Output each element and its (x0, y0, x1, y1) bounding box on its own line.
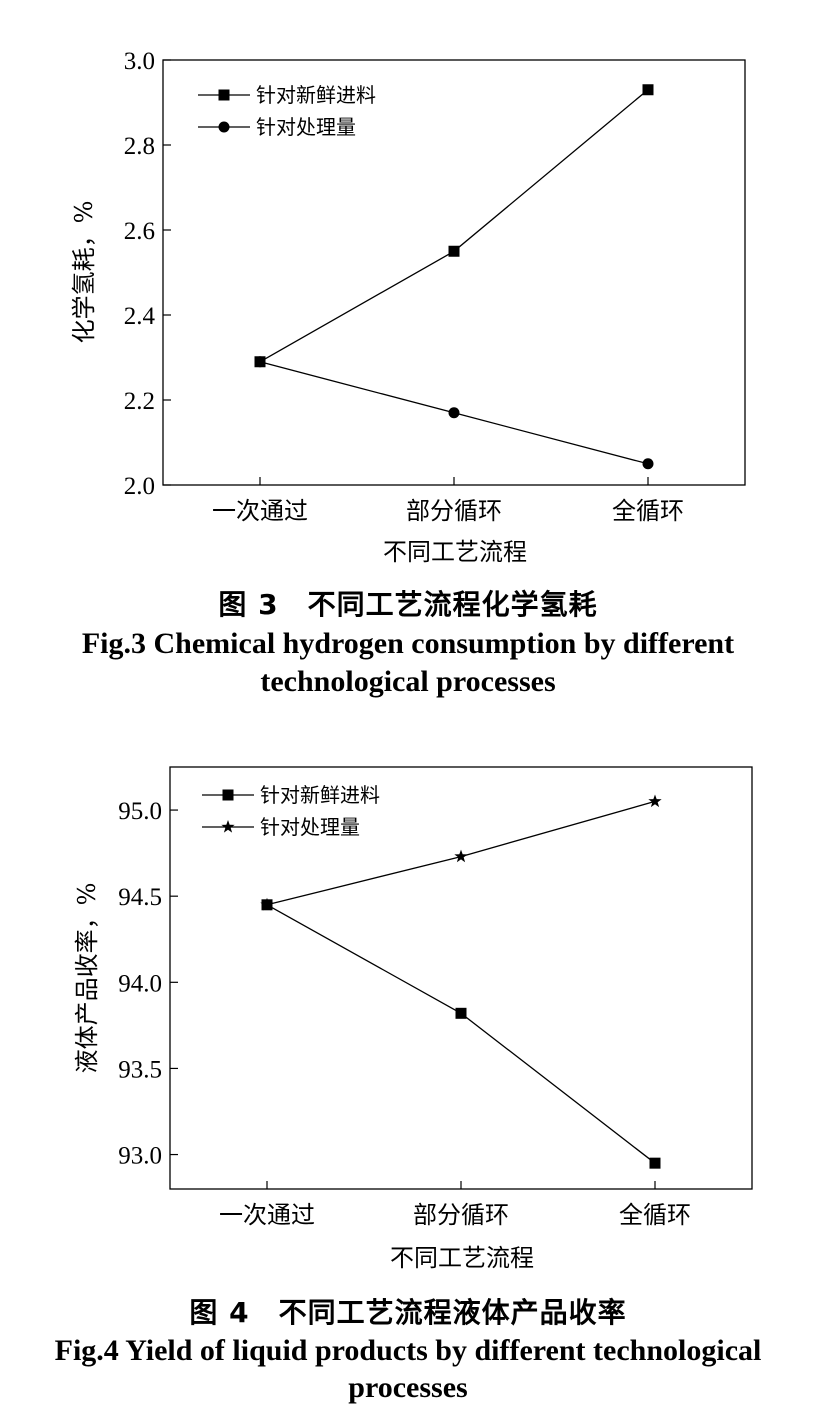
series-1-point (642, 84, 654, 96)
y-tick-label: 2.6 (124, 218, 155, 245)
y-tick-label: 2.0 (124, 473, 155, 500)
legend-marker (218, 89, 230, 101)
x-tick-label: 一次通过 (212, 497, 308, 525)
plot-frame (162, 59, 746, 486)
y-tick-label: 95.0 (118, 798, 162, 825)
y-tick-label: 2.2 (124, 388, 155, 415)
legend-marker (221, 820, 235, 833)
y-tick-label: 2.4 (124, 303, 156, 330)
series-1-point (448, 245, 460, 257)
legend-label: 针对新鲜进料 (256, 83, 376, 107)
series-2-point (648, 794, 662, 808)
series-line-1 (266, 904, 656, 1164)
figure-4-caption-en-line1: Fig.4 Yield of liquid products by differ… (54, 1334, 762, 1367)
y-axis-label: 化学氢耗，% (70, 201, 98, 344)
legend-label: 针对处理量 (260, 815, 360, 839)
y-axis-label: 液体产品收率，% (73, 883, 101, 1074)
x-tick-label: 全循环 (612, 497, 684, 525)
chart-2-figure4: 93.0 93.5 94.0 94.5 95.0 一次通过 部分循环 全循环 针对新鲜进料针… (73, 766, 753, 1272)
plot-frame (169, 766, 753, 1190)
legend-label: 针对新鲜进料 (260, 783, 380, 807)
series-2-point (448, 407, 460, 419)
series-1-point (649, 1157, 661, 1169)
y-tick-label: 2.8 (124, 133, 155, 160)
series-2-point (260, 897, 274, 911)
series-2-point (254, 356, 266, 368)
x-tick-label: 全循环 (619, 1201, 691, 1229)
figure-3-caption-en-line2: technological processes (260, 665, 556, 698)
chart-1-figure3: 2.0 2.2 2.4 2.6 2.8 3.0 一次通过 部分循环 全循环 针对新鲜进料针对处… (70, 48, 746, 566)
y-tick-label: 93.5 (118, 1056, 162, 1083)
series-1-point (455, 1007, 467, 1019)
y-tick-label: 94.0 (118, 970, 162, 997)
x-tick-label: 一次通过 (219, 1201, 315, 1229)
figure-3-caption-en-line1: Fig.3 Chemical hydrogen consumption by d… (81, 627, 735, 660)
legend-marker (222, 789, 234, 801)
x-tick-label: 部分循环 (406, 497, 502, 525)
figure-4-caption-cn: 图 4 不同工艺流程液体产品收率 (189, 1296, 627, 1329)
x-axis-label: 不同工艺流程 (390, 1244, 534, 1272)
legend-label: 针对处理量 (256, 115, 356, 139)
legend-marker (218, 121, 230, 133)
y-tick-label: 93.0 (118, 1143, 162, 1170)
x-tick-label: 部分循环 (413, 1201, 509, 1229)
series-2-point (454, 849, 468, 863)
figure-3-caption-cn: 图 3 不同工艺流程化学氢耗 (218, 588, 598, 621)
figure-4-caption-en-line2: processes (348, 1371, 468, 1404)
y-tick-label: 94.5 (118, 884, 162, 911)
series-2-point (642, 458, 654, 470)
x-axis-label: 不同工艺流程 (383, 538, 527, 566)
y-tick-label: 3.0 (124, 48, 155, 75)
